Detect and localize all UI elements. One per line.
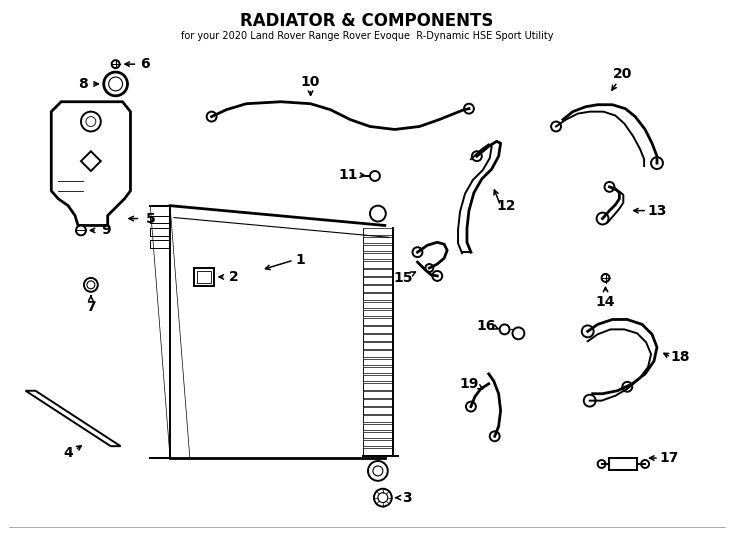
Bar xyxy=(363,318,393,325)
Bar xyxy=(363,334,393,341)
Text: 4: 4 xyxy=(63,446,73,460)
Text: 7: 7 xyxy=(86,300,95,314)
Text: 14: 14 xyxy=(596,295,615,309)
Text: 17: 17 xyxy=(659,451,678,465)
Text: 2: 2 xyxy=(228,270,239,284)
Text: RADIATOR & COMPONENTS: RADIATOR & COMPONENTS xyxy=(240,11,494,30)
Circle shape xyxy=(605,182,614,192)
Bar xyxy=(197,271,211,283)
Circle shape xyxy=(413,247,423,257)
Text: 11: 11 xyxy=(338,168,358,182)
Bar xyxy=(363,375,393,381)
Bar xyxy=(363,228,393,235)
Bar xyxy=(363,423,393,430)
Circle shape xyxy=(432,271,442,281)
Polygon shape xyxy=(81,151,101,171)
Text: 3: 3 xyxy=(401,491,411,505)
Circle shape xyxy=(500,325,509,334)
Bar xyxy=(363,359,393,365)
Circle shape xyxy=(373,466,383,476)
Circle shape xyxy=(368,461,388,481)
Text: for your 2020 Land Rover Range Rover Evoque  R-Dynamic HSE Sport Utility: for your 2020 Land Rover Range Rover Evo… xyxy=(181,31,553,42)
Text: 9: 9 xyxy=(101,224,111,238)
Circle shape xyxy=(584,395,595,407)
Text: 13: 13 xyxy=(647,204,666,218)
Bar xyxy=(363,383,393,389)
Bar xyxy=(363,399,393,406)
Circle shape xyxy=(87,281,95,289)
Bar xyxy=(363,237,393,243)
Text: 10: 10 xyxy=(301,75,320,89)
Circle shape xyxy=(597,213,608,225)
Circle shape xyxy=(464,104,474,113)
Bar xyxy=(363,285,393,292)
Bar xyxy=(363,415,393,422)
Circle shape xyxy=(86,117,96,126)
Text: 5: 5 xyxy=(145,212,155,226)
Bar xyxy=(363,431,393,438)
Bar xyxy=(363,245,393,251)
Circle shape xyxy=(642,460,649,468)
Circle shape xyxy=(426,264,433,272)
Circle shape xyxy=(109,77,123,91)
Text: 6: 6 xyxy=(140,57,150,71)
Bar xyxy=(609,458,637,470)
Bar xyxy=(363,407,393,414)
Text: 16: 16 xyxy=(476,320,495,333)
Text: 15: 15 xyxy=(394,271,413,285)
Circle shape xyxy=(76,226,86,235)
Circle shape xyxy=(651,157,663,169)
Bar xyxy=(363,261,393,268)
Bar xyxy=(363,342,393,349)
Bar xyxy=(363,302,393,308)
Bar xyxy=(363,391,393,397)
Polygon shape xyxy=(26,391,120,446)
Bar xyxy=(363,448,393,455)
Bar xyxy=(363,367,393,373)
Circle shape xyxy=(112,60,120,68)
Circle shape xyxy=(103,72,128,96)
Circle shape xyxy=(81,112,101,131)
Text: 12: 12 xyxy=(497,199,516,213)
Polygon shape xyxy=(51,102,131,226)
Circle shape xyxy=(466,402,476,411)
Circle shape xyxy=(582,326,594,338)
Bar xyxy=(363,269,393,276)
Circle shape xyxy=(512,327,524,339)
Text: 18: 18 xyxy=(670,350,689,364)
Bar xyxy=(363,310,393,316)
Circle shape xyxy=(602,274,609,282)
Circle shape xyxy=(551,122,561,131)
Text: 1: 1 xyxy=(296,253,305,267)
Text: 20: 20 xyxy=(613,67,632,81)
Bar xyxy=(363,326,393,333)
Circle shape xyxy=(84,278,98,292)
Circle shape xyxy=(370,171,380,181)
Circle shape xyxy=(378,492,388,503)
Bar xyxy=(363,440,393,447)
Bar xyxy=(194,268,214,286)
Circle shape xyxy=(370,206,386,221)
Bar xyxy=(363,350,393,357)
Circle shape xyxy=(597,460,606,468)
Circle shape xyxy=(207,112,217,122)
Bar xyxy=(363,253,393,260)
Circle shape xyxy=(490,431,500,441)
Circle shape xyxy=(622,382,632,392)
Bar xyxy=(363,293,393,300)
Circle shape xyxy=(472,151,482,161)
Text: 19: 19 xyxy=(459,377,479,391)
Circle shape xyxy=(374,489,392,507)
Text: 8: 8 xyxy=(78,77,88,91)
Bar xyxy=(363,277,393,284)
